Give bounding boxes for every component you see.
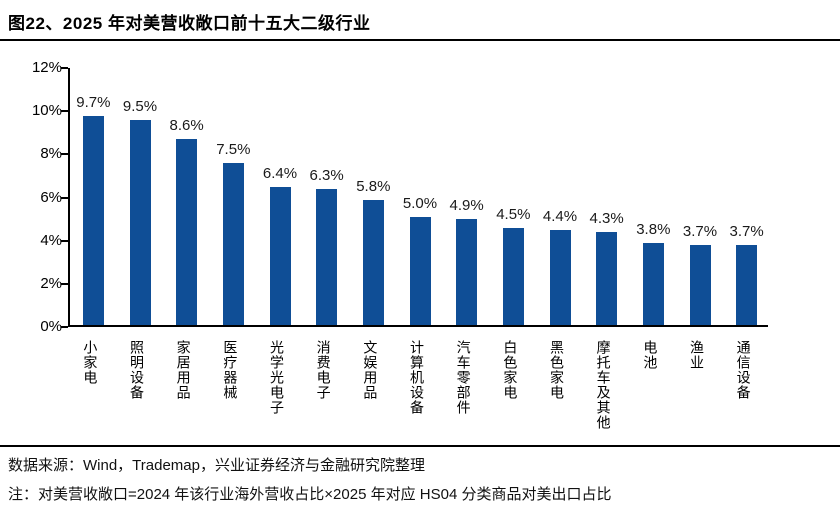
bar-value-label: 4.5%: [496, 205, 531, 223]
y-tick-mark: [61, 153, 68, 156]
bar: [409, 217, 431, 325]
x-axis-category-label: 黑色家电: [549, 340, 565, 400]
bar-value-label: 8.6%: [169, 117, 204, 135]
bar: [316, 189, 338, 325]
bar-value-label: 6.4%: [262, 164, 298, 182]
bar-chart: 0% 2% 4% 6% 8% 10% 12% 9.7% 9.5% 8.6% 7.5% 6.4% 6.3%…: [0, 50, 840, 442]
y-tick-mark: [61, 326, 68, 328]
bar-value-label: 4.9%: [449, 197, 484, 215]
title-divider: [0, 39, 840, 41]
y-tick-mark: [61, 239, 68, 242]
bar-value-label: 6.3%: [309, 167, 344, 185]
x-axis-category-label: 医疗器械: [222, 340, 239, 400]
y-tick-label: 10%: [31, 102, 62, 120]
bar-value-label: 4.4%: [542, 208, 578, 226]
x-axis-category-label: 白色家电: [502, 340, 519, 400]
bar: [456, 219, 478, 325]
x-axis-category-label: 文娱用品: [362, 340, 379, 400]
bar-value-label: 9.5%: [122, 97, 158, 115]
bar-value-label: 5.0%: [402, 195, 438, 213]
figure-title: 图22、2025 年对美营收敞口前十五大二级行业: [8, 14, 371, 33]
x-axis-labels: 小家电 照明设备 家居用品 医疗器械 光学光电子 消费电子 文娱用品 计算机设备 汽车零部件 白色…: [68, 335, 768, 442]
y-tick-label: 4%: [40, 231, 62, 249]
x-axis-category-label: 光学光电子: [269, 340, 285, 415]
bar: [82, 115, 104, 325]
y-tick-mark: [61, 282, 68, 285]
x-axis-category-label: 渔业: [689, 340, 705, 370]
x-axis-category-label: 照明设备: [129, 340, 145, 400]
x-axis-category-label: 消费电子: [315, 340, 332, 400]
bar-value-label: 3.7%: [729, 223, 764, 241]
y-tick-label: 8%: [40, 145, 62, 163]
y-tick-label: 2%: [40, 274, 62, 292]
bar: [502, 227, 524, 325]
bar: [222, 163, 244, 325]
x-axis-category-label: 摩托车及其他: [595, 340, 612, 430]
bar-value-label: 3.7%: [682, 223, 718, 241]
y-tick-label: 12%: [31, 59, 62, 76]
bar: [689, 245, 711, 325]
x-axis-category-label: 汽车零部件: [455, 340, 472, 415]
bar-value-label: 3.8%: [636, 220, 671, 238]
bar: [642, 242, 664, 325]
bar: [129, 119, 151, 325]
y-tick-mark: [61, 196, 68, 199]
x-axis-category-label: 计算机设备: [409, 340, 425, 415]
bar-value-label: 4.3%: [589, 210, 624, 228]
bar: [176, 139, 198, 325]
x-axis-category-label: 通信设备: [735, 340, 752, 400]
y-tick-mark: [61, 67, 68, 69]
bar-value-label: 5.8%: [356, 177, 391, 195]
bar: [736, 245, 758, 325]
y-tick-label: 6%: [40, 188, 62, 206]
bar: [596, 232, 618, 325]
x-axis-category-label: 电池: [642, 340, 659, 370]
bar: [362, 199, 384, 325]
y-tick-label: 0%: [40, 318, 62, 335]
footer-divider: [0, 445, 840, 447]
bar-value-label: 7.5%: [216, 141, 251, 159]
source-note: 数据来源：Wind，Trademap，兴业证券经济与金融研究院整理: [8, 457, 425, 474]
bar: [549, 230, 571, 325]
x-axis-category-label: 家居用品: [175, 340, 192, 400]
x-axis-category-label: 小家电: [82, 340, 99, 385]
plot-area: 0% 2% 4% 6% 8% 10% 12% 9.7% 9.5% 8.6% 7.5% 6.4% 6.3%…: [32, 59, 768, 335]
bar-value-label: 9.7%: [76, 93, 111, 111]
footnote: 注：对美营收敞口=2024 年该行业海外营收占比×2025 年对应 HS04 分…: [8, 486, 612, 503]
bar: [269, 186, 291, 325]
y-tick-mark: [61, 110, 68, 113]
